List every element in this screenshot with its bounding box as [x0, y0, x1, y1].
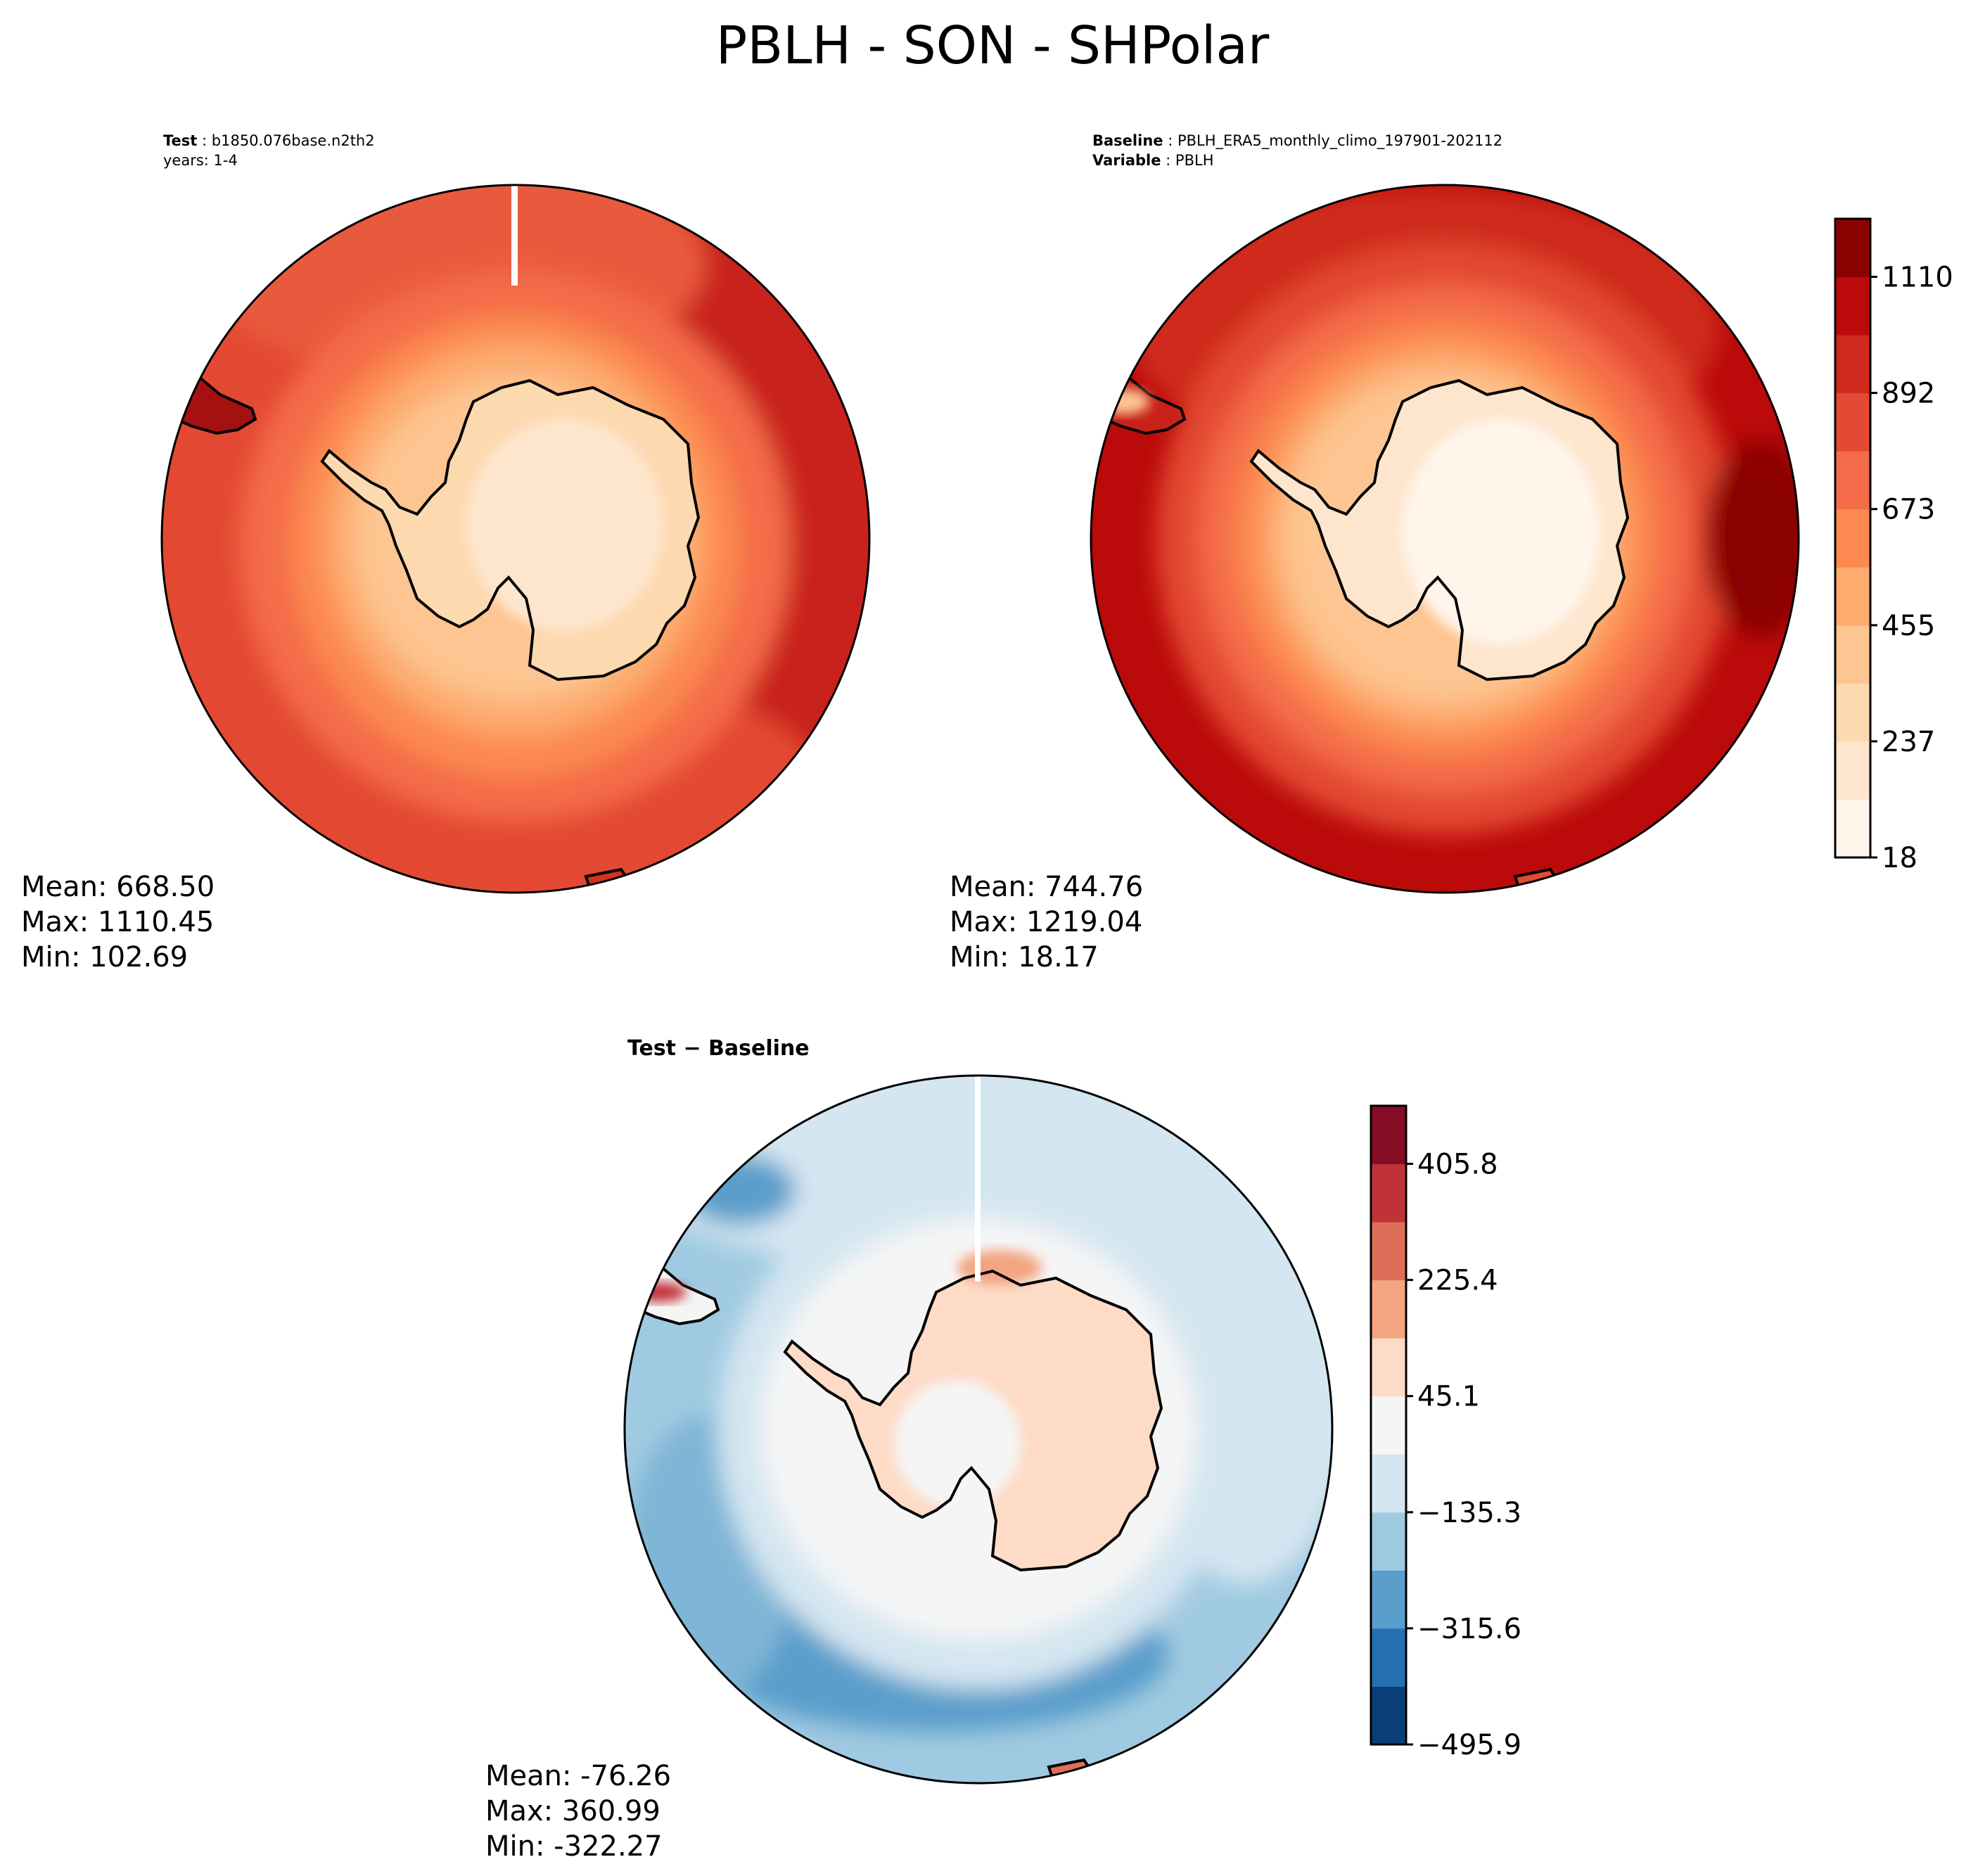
baseline-colorbar-tick-label: 455	[1882, 610, 1935, 642]
baseline-colorbar-segment	[1835, 219, 1870, 278]
diff-max: Max: 360.99	[485, 1795, 660, 1827]
baseline-map	[1090, 184, 1800, 894]
baseline-colorbar-segment	[1835, 567, 1870, 626]
baseline-mean: Mean: 744.76	[950, 871, 1144, 903]
test-header-value: b1850.076base.n2th2	[211, 132, 375, 149]
baseline-stats: Mean: 744.76 Max: 1219.04 Min: 18.17	[950, 869, 1143, 975]
diff-colorbar-segment	[1371, 1338, 1406, 1397]
diff-colorbar-segment	[1371, 1106, 1406, 1165]
baseline-variable-value: PBLH	[1175, 152, 1214, 169]
baseline-colorbar-segment	[1835, 276, 1870, 336]
diff-colorbar-segment	[1371, 1222, 1406, 1281]
diff-colorbar-tick-label: 405.8	[1417, 1149, 1498, 1181]
baseline-colorbar: 18 237 455 673 892 1110	[1834, 217, 1953, 874]
diff-colorbar-segment	[1371, 1570, 1406, 1629]
diff-colorbar-segment	[1371, 1454, 1406, 1513]
baseline-colorbar-segment	[1835, 509, 1870, 568]
figure-title: PBLH - SON - SHPolar	[715, 15, 1270, 76]
diff-colorbar-segment	[1371, 1280, 1406, 1339]
baseline-colorbar-segment	[1835, 451, 1870, 510]
diff-colorbar-tick-label: 225.4	[1417, 1265, 1498, 1297]
baseline-colorbar-segment	[1835, 799, 1870, 858]
diff-colorbar-segment	[1371, 1163, 1406, 1223]
baseline-header-label: Baseline	[1092, 132, 1163, 149]
baseline-colorbar-tick-label: 237	[1882, 726, 1935, 758]
diff-stats: Mean: -76.26 Max: 360.99 Min: -322.27	[485, 1759, 671, 1864]
test-stats: Mean: 668.50 Max: 1110.45 Min: 102.69	[21, 869, 215, 975]
diff-colorbar-tick-label: −135.3	[1417, 1497, 1521, 1529]
baseline-colorbar-segment	[1835, 625, 1870, 684]
baseline-colorbar-tick-label: 892	[1882, 378, 1935, 410]
baseline-colorbar-tick-label: 673	[1882, 494, 1935, 526]
baseline-min: Min: 18.17	[950, 941, 1099, 974]
baseline-colorbar-segment	[1835, 683, 1870, 742]
test-header-label: Test	[163, 132, 198, 149]
diff-colorbar: −495.9 −315.6 −135.3 45.1 225.4 405.8	[1370, 1104, 1521, 1761]
diff-map	[623, 1074, 1334, 1785]
test-min: Min: 102.69	[21, 941, 189, 974]
diff-colorbar-segment	[1371, 1628, 1406, 1687]
test-map-frame	[160, 184, 871, 894]
diff-colorbar-tick-label: −315.6	[1417, 1613, 1521, 1645]
diff-colorbar-segment	[1371, 1396, 1406, 1455]
baseline-header: Baseline : PBLH_ERA5_monthly_climo_19790…	[1092, 132, 1503, 169]
diff-colorbar-segment	[1371, 1686, 1406, 1745]
diff-colorbar-segment	[1371, 1512, 1406, 1571]
diff-min: Min: -322.27	[485, 1830, 663, 1863]
diff-title: Test − Baseline	[627, 1036, 810, 1061]
test-mean: Mean: 668.50	[21, 871, 215, 903]
test-header-years: years: 1-4	[163, 152, 238, 169]
test-max: Max: 1110.45	[21, 906, 215, 938]
diff-colorbar-tick-label: 45.1	[1417, 1381, 1480, 1413]
diff-colorbar-frame	[1370, 1104, 1408, 1746]
diff-map-frame	[623, 1074, 1334, 1785]
diff-mean: Mean: -76.26	[485, 1760, 672, 1792]
baseline-max: Max: 1219.04	[950, 906, 1143, 938]
baseline-colorbar-tick-label: 1110	[1882, 262, 1953, 294]
baseline-colorbar-segment	[1835, 393, 1870, 452]
baseline-variable-label: Variable	[1092, 152, 1161, 169]
baseline-header-value: PBLH_ERA5_monthly_climo_197901-202112	[1177, 132, 1503, 149]
baseline-colorbar-tick-label: 18	[1882, 842, 1917, 874]
baseline-map-frame	[1090, 184, 1800, 894]
test-map	[160, 184, 871, 894]
baseline-colorbar-segment	[1835, 741, 1870, 800]
baseline-colorbar-frame	[1834, 217, 1872, 859]
baseline-colorbar-segment	[1835, 335, 1870, 394]
test-header: Test : b1850.076base.n2th2 years: 1-4	[163, 132, 375, 169]
diff-colorbar-tick-label: −495.9	[1417, 1729, 1521, 1761]
